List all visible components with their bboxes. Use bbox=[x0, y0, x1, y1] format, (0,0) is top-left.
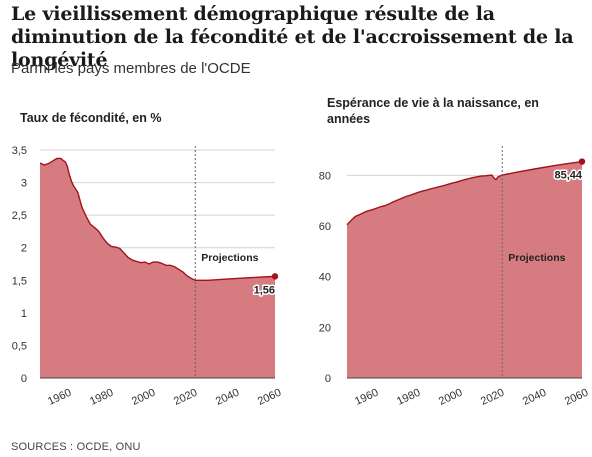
y-tick-label: 1 bbox=[21, 308, 27, 320]
y-tick-label: 80 bbox=[319, 170, 331, 182]
series-area bbox=[40, 158, 275, 378]
projection-label: Projections bbox=[508, 252, 565, 264]
y-tick-label: 3,5 bbox=[12, 145, 27, 157]
series-line bbox=[346, 160, 583, 226]
y-tick-label: 0,5 bbox=[12, 340, 27, 352]
end-value-label: 85,44 bbox=[554, 170, 582, 182]
y-tick-label: 20 bbox=[319, 322, 331, 334]
y-tick-label: 2,5 bbox=[12, 210, 27, 222]
x-tick-label: 2020 bbox=[479, 387, 506, 408]
series-line bbox=[39, 157, 276, 281]
series-area bbox=[347, 161, 582, 378]
fertility-chart-title: Taux de fécondité, en % bbox=[20, 111, 162, 125]
y-tick-label: 0 bbox=[325, 373, 331, 385]
y-tick-label: 40 bbox=[319, 272, 331, 284]
page-subtitle: Parmi les pays membres de l'OCDE bbox=[11, 60, 251, 77]
y-tick-label: 60 bbox=[319, 221, 331, 233]
y-tick-label: 3 bbox=[21, 178, 27, 190]
x-tick-label: 1980 bbox=[395, 387, 422, 408]
x-tick-label: 2040 bbox=[521, 387, 548, 408]
y-tick-label: 0 bbox=[21, 373, 27, 385]
source-note: SOURCES : OCDE, ONU bbox=[11, 441, 141, 453]
end-point-marker bbox=[271, 273, 279, 280]
page-title: Le vieillissement démographique résulte … bbox=[11, 3, 574, 71]
life-expectancy-chart-title: Espérance de vie à la naissance, en anné… bbox=[327, 96, 539, 126]
end-value-label: 1,56 bbox=[254, 284, 275, 296]
x-tick-label: 1960 bbox=[353, 387, 380, 408]
y-tick-label: 2 bbox=[21, 243, 27, 255]
x-tick-label: 2000 bbox=[437, 387, 464, 408]
projection-label: Projections bbox=[201, 252, 258, 264]
y-tick-label: 1,5 bbox=[12, 275, 27, 287]
end-point-marker bbox=[578, 158, 586, 165]
x-tick-label: 2060 bbox=[563, 387, 590, 408]
